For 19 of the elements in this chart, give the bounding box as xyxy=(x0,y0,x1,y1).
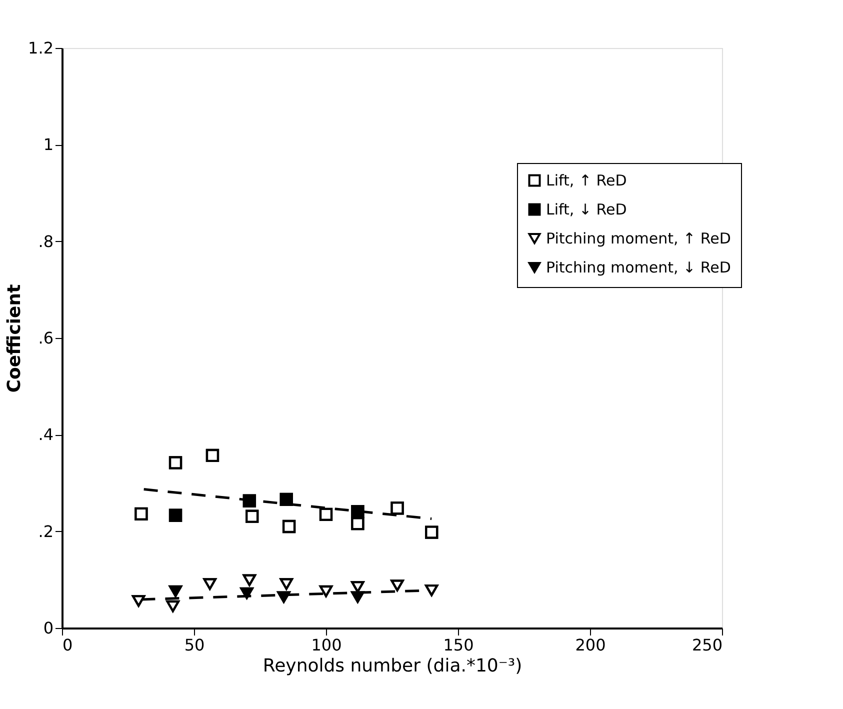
legend-label: Lift, ↑ ReD xyxy=(546,172,627,190)
x-tick-label: 100 xyxy=(311,636,342,654)
x-tick-label: 50 xyxy=(184,636,205,654)
x-tick-label: 250 xyxy=(692,636,722,654)
y-tick-label: 1.2 xyxy=(28,38,54,58)
y-tick-label: .8 xyxy=(38,232,54,251)
y-tick-label: .6 xyxy=(38,328,54,348)
y-tick-label: 1 xyxy=(43,135,54,154)
x-tick-label: 150 xyxy=(443,636,474,654)
legend-label: Lift, ↓ ReD xyxy=(546,200,627,218)
y-tick-label: .2 xyxy=(38,522,54,541)
x-tick-label: 200 xyxy=(575,636,606,654)
y-axis-title: Coefficient xyxy=(4,284,26,393)
y-tick-label: 0 xyxy=(43,618,54,638)
x-axis-title: Reynolds number (dia.*10⁻³) xyxy=(262,656,522,676)
x-tick-label: 0 xyxy=(62,636,73,654)
legend-label: Pitching moment, ↓ ReD xyxy=(546,258,731,276)
legend-label: Pitching moment, ↑ ReD xyxy=(546,230,731,248)
y-tick-label: .4 xyxy=(38,425,54,444)
